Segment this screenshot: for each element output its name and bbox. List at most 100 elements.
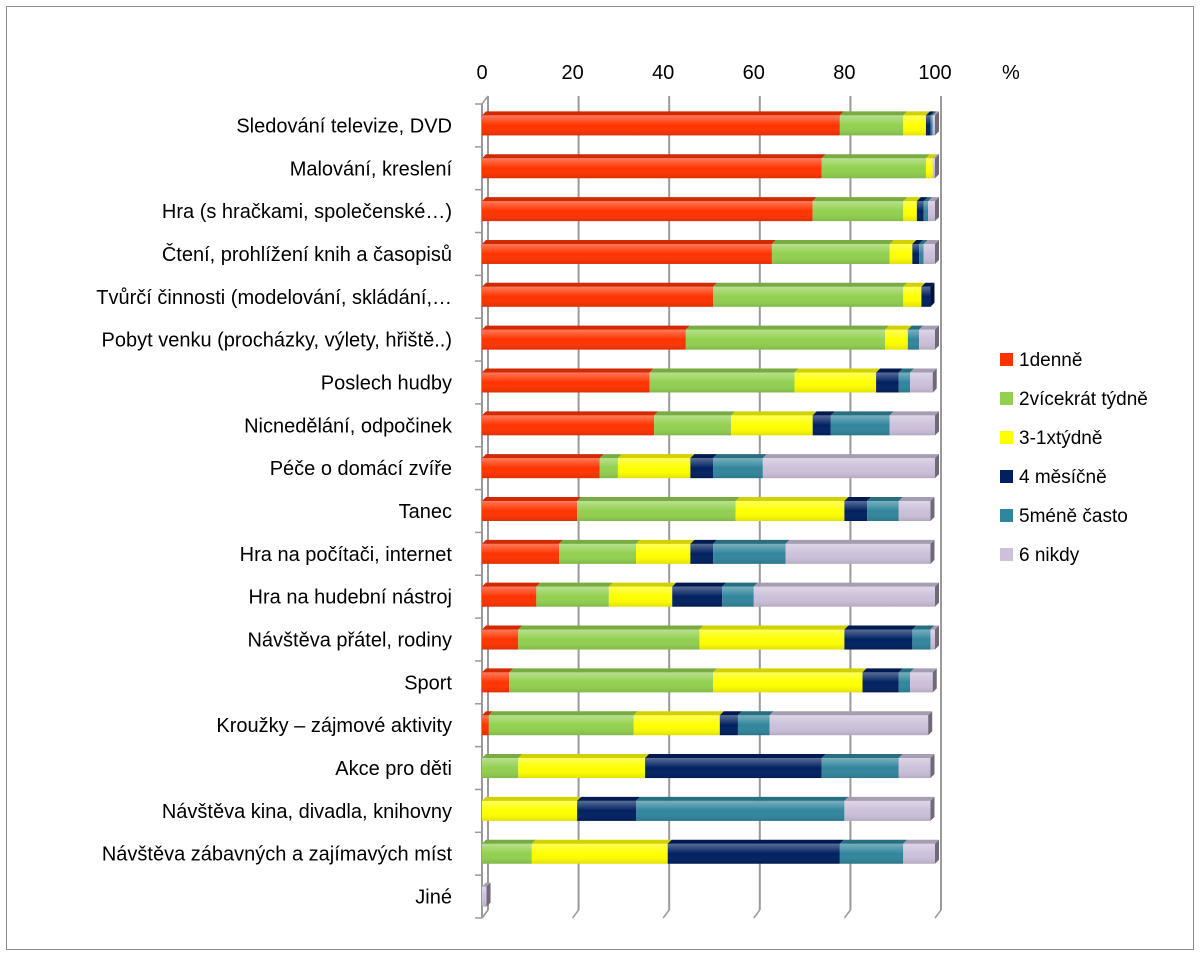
- bar-segment-shade: [885, 329, 908, 350]
- bar-segment-shade: [713, 286, 904, 307]
- bar-segment-top: [488, 711, 638, 716]
- bar-segment-shade: [753, 586, 935, 607]
- bar-segment-end: [935, 111, 939, 136]
- bar-segment-shade: [536, 586, 609, 607]
- bar-segment-top: [713, 454, 767, 459]
- bar-segment-top: [633, 711, 724, 716]
- bar-segment-top: [889, 239, 917, 244]
- bar-segment-top: [916, 197, 928, 202]
- bar-segment-shade: [812, 415, 831, 436]
- bar-segment-shade: [482, 758, 519, 779]
- bar-segment-top: [919, 239, 928, 244]
- bar-segment-top: [910, 368, 937, 373]
- bar-segment-top: [577, 796, 641, 801]
- bar-segment-shade: [482, 415, 655, 436]
- bar-segment-shade: [488, 715, 634, 736]
- bar-segment-shade: [839, 115, 904, 136]
- x-tick-label: 60: [743, 62, 765, 84]
- bar-segment-shade: [916, 201, 924, 222]
- bar-segment-end: [935, 411, 939, 436]
- bar-segment-shade: [919, 243, 924, 264]
- floor-gridline: [753, 909, 761, 919]
- bar-segment-shade: [482, 843, 532, 864]
- bar-segment-top: [910, 668, 937, 673]
- category-label: Čtení, prohlížení knih a časopisů: [162, 243, 452, 266]
- bar-segment-shade: [482, 458, 600, 479]
- bar-segment-top: [903, 282, 926, 287]
- bar-segment-top: [636, 539, 695, 544]
- category-label: Malování, kreslení: [290, 158, 453, 180]
- bar-segment-top: [769, 711, 933, 716]
- category-label: Poslech hudby: [321, 372, 452, 394]
- bars: [482, 111, 939, 907]
- bar-segment-shade: [930, 115, 933, 136]
- bar-segment-top: [536, 582, 613, 587]
- bar-segment-top: [599, 454, 622, 459]
- bar-segment-shade: [518, 629, 700, 650]
- bar-segment-shade: [907, 329, 920, 350]
- bar-segment-shade: [636, 543, 691, 564]
- category-label: Kroužky – zájmové aktivity: [216, 715, 452, 737]
- bar-segment-top: [509, 668, 718, 673]
- bar-segment-top: [482, 582, 541, 587]
- bar-segment-top: [645, 754, 826, 759]
- bar-segment-shade: [482, 115, 840, 136]
- bar-segment-shade: [932, 158, 935, 179]
- legend-label: 2vícekrát týdně: [1019, 389, 1148, 410]
- bar-segment-shade: [844, 800, 931, 821]
- bar-segment-top: [654, 411, 736, 416]
- x-tick-label: 80: [833, 62, 855, 84]
- bar-segment-top: [876, 368, 903, 373]
- bar-segment-shade: [821, 158, 926, 179]
- bar-segment-top: [667, 839, 844, 844]
- legend-swatch: [1000, 392, 1013, 405]
- bar-segment-shade: [898, 758, 931, 779]
- x-tick-label: 40: [652, 62, 674, 84]
- category-label: Sport: [404, 672, 452, 694]
- bar-segment-top: [719, 711, 742, 716]
- bar-segment-shade: [649, 372, 795, 393]
- bar-segment-shade: [577, 501, 736, 521]
- bar-segment-top: [482, 796, 582, 801]
- bar-segment-top: [928, 197, 939, 202]
- category-label: Pobyt venku (procházky, výlety, hřiště..…: [102, 330, 453, 352]
- bar-segment-shade: [889, 243, 913, 264]
- bar-segment-end: [930, 497, 935, 521]
- bar-segment-top: [482, 154, 826, 159]
- bar-segment-top: [518, 625, 704, 630]
- legend-label: 6 nikdy: [1019, 545, 1080, 566]
- bar-segment-top: [785, 539, 935, 544]
- category-label: Tanec: [399, 501, 452, 523]
- bar-segment-shade: [867, 501, 899, 521]
- bar-segment-top: [889, 411, 939, 416]
- bar-segment-top: [907, 325, 924, 330]
- bar-segment-top: [518, 754, 650, 759]
- bar-segment-top: [690, 454, 718, 459]
- bar-segment-shade: [719, 715, 738, 736]
- bar-segment-top: [753, 582, 939, 587]
- bar-segment-shade: [898, 672, 911, 693]
- bar-segment-shade: [762, 458, 935, 479]
- bar-segment-top: [844, 796, 935, 801]
- bar-segment-shade: [925, 158, 933, 179]
- floor-gridline: [934, 909, 942, 919]
- bar-segment-shade: [482, 800, 578, 821]
- bar-segment-shade: [903, 286, 922, 307]
- bar-segment-top: [577, 497, 740, 501]
- bar-segment-top: [636, 796, 849, 801]
- category-label: Hra na počítači, internet: [240, 544, 453, 566]
- bar-segment-shade: [690, 458, 714, 479]
- category-label: Návštěva kina, divadla, knihovny: [162, 801, 452, 823]
- category-label: Hra (s hračkami, společenské…): [162, 201, 452, 223]
- bar-segment-end: [935, 239, 939, 264]
- bar-segment-top: [821, 154, 930, 159]
- bar-segment-top: [482, 111, 844, 116]
- bar-segment-shade: [912, 243, 920, 264]
- bar-segment-shade: [919, 329, 935, 350]
- bar-segment-shade: [482, 715, 489, 736]
- bar-segment-top: [482, 668, 514, 673]
- bar-segment-top: [482, 325, 690, 330]
- category-label: Nicnedělání, odpočinek: [244, 415, 453, 437]
- bar-segment-top: [608, 582, 677, 587]
